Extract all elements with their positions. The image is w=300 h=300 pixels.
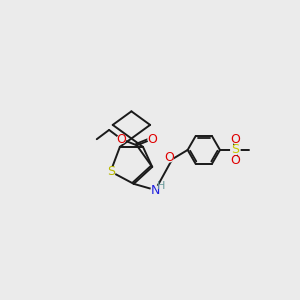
Circle shape: [165, 153, 173, 162]
Circle shape: [151, 186, 160, 194]
Circle shape: [231, 145, 240, 154]
Text: O: O: [230, 154, 240, 167]
Text: O: O: [116, 133, 126, 146]
Text: O: O: [147, 133, 157, 146]
Text: N: N: [151, 184, 160, 196]
Text: O: O: [230, 133, 240, 146]
Circle shape: [117, 135, 126, 143]
Text: S: S: [106, 165, 115, 178]
Text: O: O: [164, 151, 174, 164]
Text: H: H: [157, 181, 165, 191]
Text: S: S: [231, 143, 239, 157]
Circle shape: [148, 135, 156, 143]
Circle shape: [106, 167, 115, 176]
Circle shape: [231, 157, 240, 165]
Circle shape: [231, 135, 240, 143]
